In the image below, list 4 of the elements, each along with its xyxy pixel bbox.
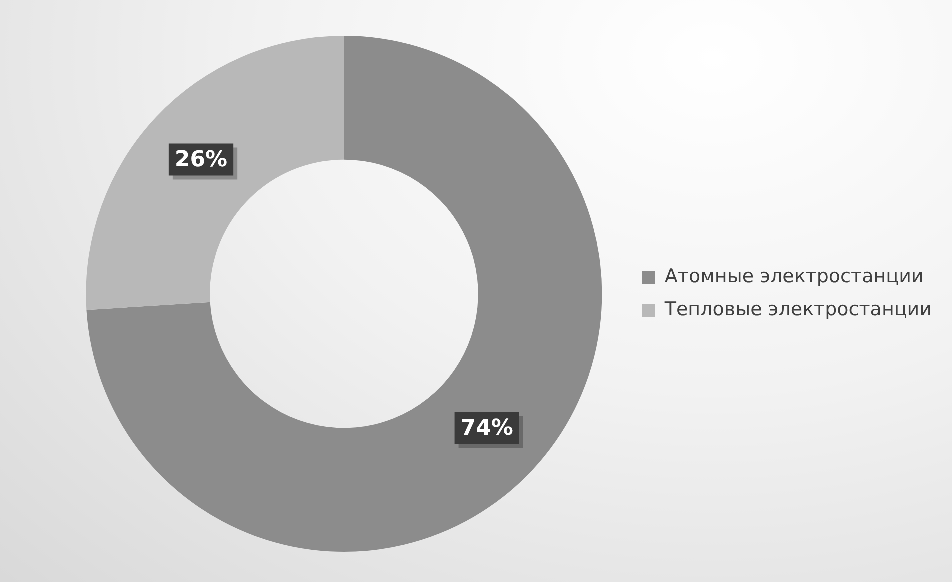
data-label: 26% bbox=[174, 147, 228, 172]
legend-label: Тепловые электростанции bbox=[664, 298, 932, 320]
data-label: 74% bbox=[460, 416, 514, 441]
legend-label: Атомные электростанции bbox=[664, 265, 924, 288]
